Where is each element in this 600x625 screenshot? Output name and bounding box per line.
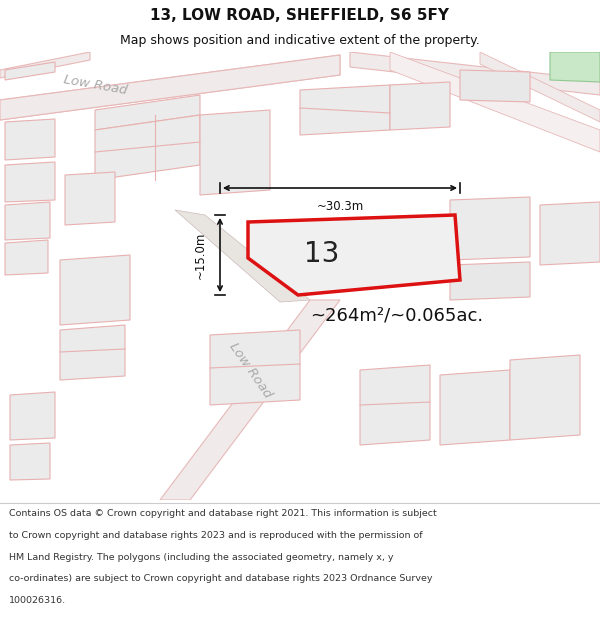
Text: HM Land Registry. The polygons (including the associated geometry, namely x, y: HM Land Registry. The polygons (includin… [9,552,394,561]
Polygon shape [350,52,600,95]
Polygon shape [0,55,340,120]
Text: Low Road: Low Road [62,73,128,97]
Text: 13: 13 [304,240,340,268]
Polygon shape [390,52,600,152]
Text: 100026316.: 100026316. [9,596,66,605]
Text: Low Road: Low Road [226,340,274,400]
Polygon shape [175,210,310,302]
Polygon shape [210,330,300,405]
Polygon shape [450,262,530,300]
Polygon shape [95,95,200,130]
Polygon shape [10,443,50,480]
Polygon shape [10,392,55,440]
Text: ~15.0m: ~15.0m [193,231,206,279]
Polygon shape [510,355,580,440]
Polygon shape [480,52,600,122]
Polygon shape [0,52,90,78]
Polygon shape [60,255,130,325]
Polygon shape [540,202,600,265]
Polygon shape [450,197,530,260]
Polygon shape [5,119,55,160]
Polygon shape [60,325,125,380]
Polygon shape [360,365,430,445]
Text: ~264m²/~0.065ac.: ~264m²/~0.065ac. [310,306,483,324]
Polygon shape [390,82,450,130]
Polygon shape [5,240,48,275]
Text: Contains OS data © Crown copyright and database right 2021. This information is : Contains OS data © Crown copyright and d… [9,509,437,518]
Polygon shape [5,202,50,240]
Text: co-ordinates) are subject to Crown copyright and database rights 2023 Ordnance S: co-ordinates) are subject to Crown copyr… [9,574,433,583]
Polygon shape [5,62,55,80]
Polygon shape [160,300,340,500]
Polygon shape [95,115,200,180]
Polygon shape [550,52,600,82]
Polygon shape [300,85,390,135]
Text: 13, LOW ROAD, SHEFFIELD, S6 5FY: 13, LOW ROAD, SHEFFIELD, S6 5FY [151,8,449,23]
Polygon shape [65,172,115,225]
Polygon shape [0,55,340,120]
Text: ~30.3m: ~30.3m [316,199,364,212]
Text: Map shows position and indicative extent of the property.: Map shows position and indicative extent… [120,34,480,47]
Polygon shape [248,215,460,295]
Polygon shape [460,70,530,102]
Polygon shape [200,110,270,195]
Polygon shape [440,370,510,445]
Text: to Crown copyright and database rights 2023 and is reproduced with the permissio: to Crown copyright and database rights 2… [9,531,422,539]
Polygon shape [5,162,55,202]
